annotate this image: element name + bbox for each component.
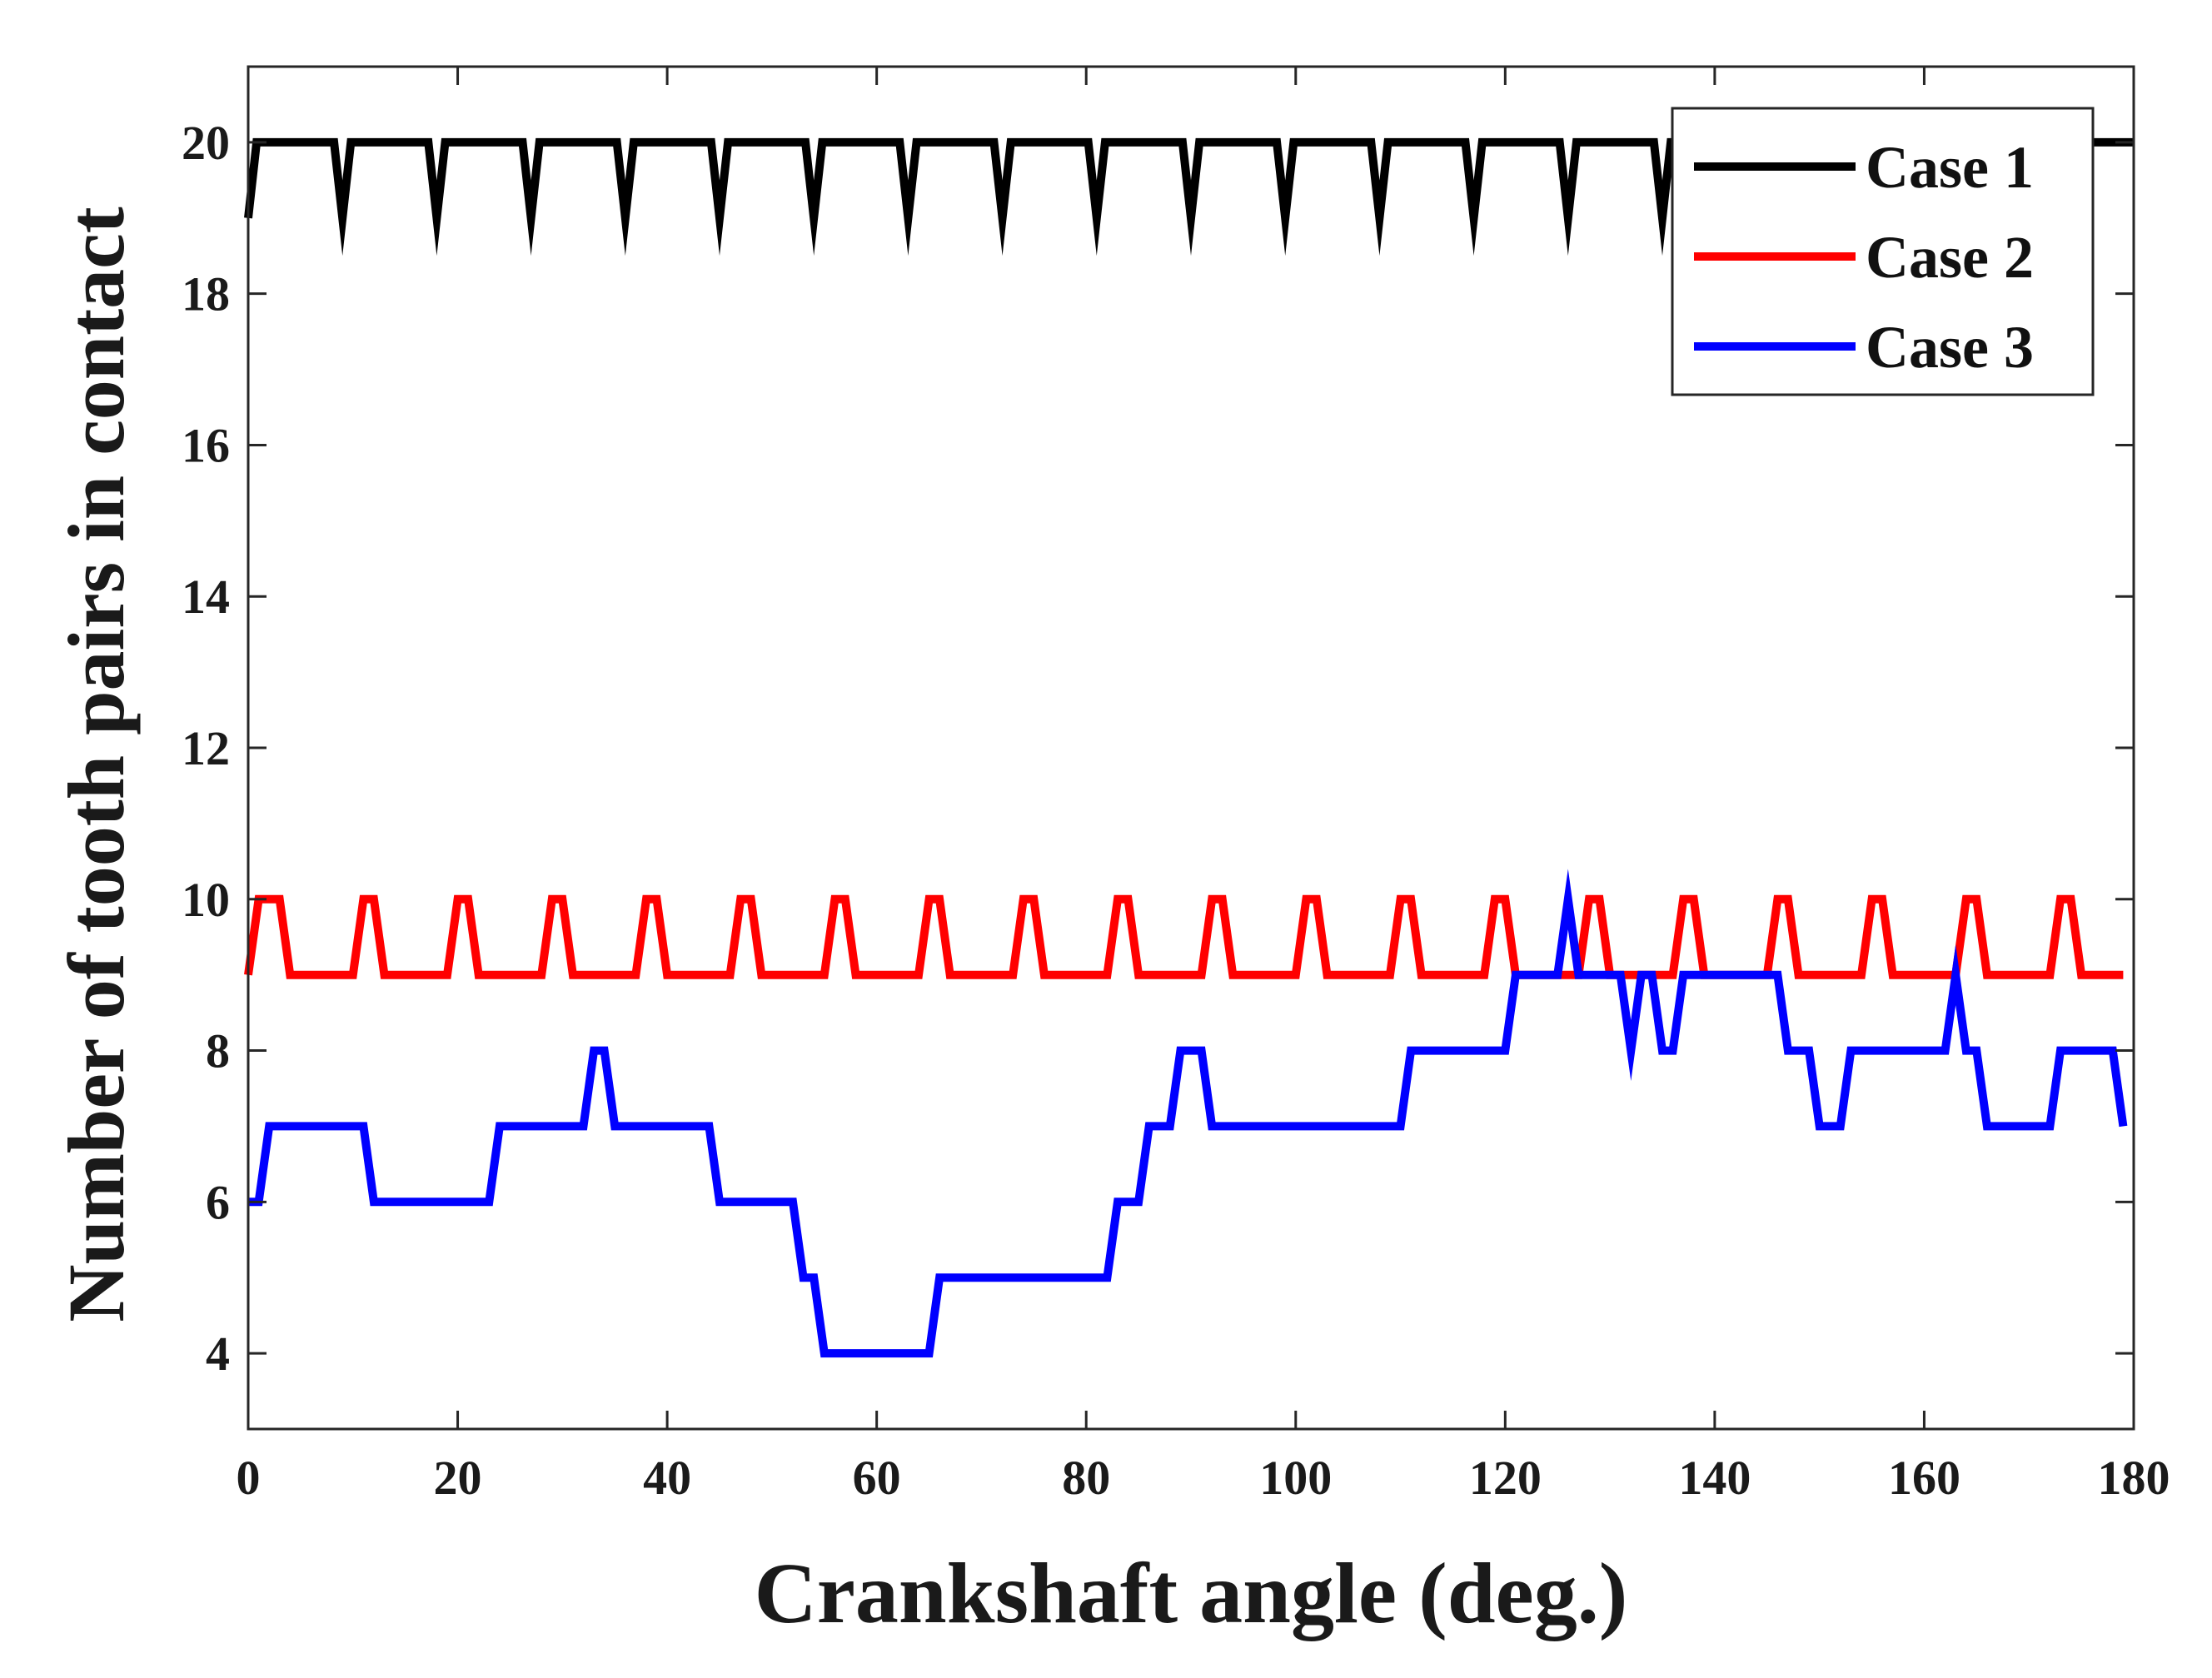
x-axis-title: Crankshaft angle (deg.) — [755, 1546, 1628, 1641]
y-tick-label: 12 — [182, 721, 230, 775]
y-tick-label: 16 — [182, 418, 230, 472]
x-tick-label: 120 — [1469, 1451, 1542, 1505]
series-line-case-1 — [244, 137, 2134, 256]
x-tick-label: 0 — [237, 1451, 261, 1505]
y-tick-label: 8 — [206, 1024, 230, 1078]
legend-label-case-3: Case 3 — [1866, 314, 2034, 381]
x-tick-label: 20 — [434, 1451, 482, 1505]
y-tick-label: 20 — [182, 116, 230, 170]
x-tick-label: 160 — [1888, 1451, 1960, 1505]
y-axis-title: Number of tooth pairs in contact — [52, 207, 141, 1322]
y-tick-label: 4 — [206, 1327, 230, 1381]
y-tick-label: 6 — [206, 1175, 230, 1229]
x-tick-label: 60 — [853, 1451, 901, 1505]
x-tick-label: 100 — [1259, 1451, 1332, 1505]
x-tick-label: 40 — [643, 1451, 691, 1505]
x-tick-label: 80 — [1062, 1451, 1110, 1505]
x-tick-label: 140 — [1678, 1451, 1751, 1505]
series-layer — [244, 137, 2134, 1358]
axes-layer: 0 20 40 60 80 100 120 140 160 180 4 6 8 10 12 14 16 18 20 — [182, 65, 2170, 1505]
legend-label-case-2: Case 2 — [1866, 224, 2034, 291]
series-line-case-3 — [248, 869, 2128, 1358]
y-tick-label: 14 — [182, 570, 230, 624]
y-tick-label: 10 — [182, 873, 230, 927]
series-line-case-2 — [244, 894, 2124, 979]
legend: Case 1 Case 2 Case 3 — [1671, 107, 2095, 396]
y-tick-label: 18 — [182, 267, 230, 321]
x-tick-label: 180 — [2098, 1451, 2170, 1505]
legend-label-case-1: Case 1 — [1866, 134, 2034, 201]
